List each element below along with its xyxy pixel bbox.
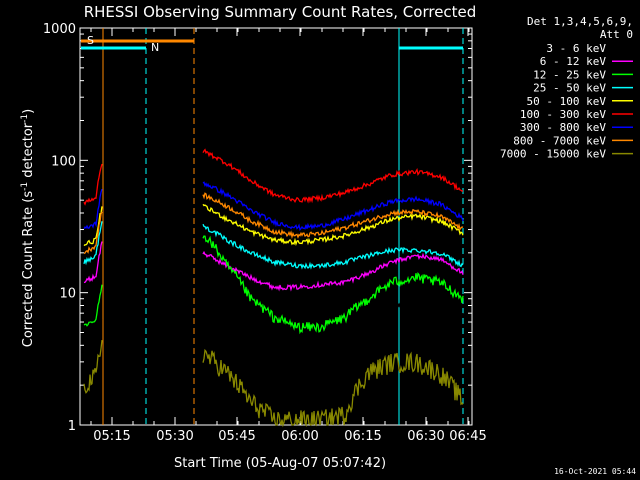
- series-trace-early: [83, 340, 103, 394]
- series-trace-early: [83, 188, 103, 230]
- series-trace: [202, 148, 464, 204]
- series-trace: [202, 250, 464, 292]
- night-flag-label: N: [151, 41, 159, 54]
- x-tick-label: 05:15: [93, 429, 130, 444]
- legend-label: 25 - 50 keV: [533, 82, 606, 95]
- series-trace-early: [83, 221, 103, 266]
- legend-header-line1: Det 1,3,4,5,6,9,: [527, 15, 633, 28]
- series-trace-early: [83, 206, 103, 247]
- series-trace: [202, 235, 464, 335]
- y-tick-label: 10: [59, 287, 76, 302]
- series-trace: [202, 348, 464, 428]
- y-tick-label: 1: [68, 419, 76, 434]
- x-tick-label: 06:15: [344, 429, 381, 444]
- legend-label: 3 - 6 keV: [546, 42, 606, 55]
- y-tick-label: 1000: [43, 22, 76, 37]
- series-trace-early: [83, 284, 103, 327]
- legend-header-line2: Att 0: [600, 28, 633, 41]
- legend-label: 50 - 100 keV: [527, 95, 607, 108]
- y-tick-label: 100: [51, 154, 76, 169]
- series-trace: [202, 181, 464, 232]
- x-tick-label: 05:45: [218, 429, 255, 444]
- series-trace-early: [83, 163, 103, 206]
- y-axis-label: Corrected Count Rate (s-1 detector-1): [20, 109, 36, 347]
- series-trace: [202, 192, 464, 240]
- series-trace: [202, 223, 464, 270]
- series-trace: [202, 203, 464, 247]
- x-tick-label: 05:30: [156, 429, 193, 444]
- chart-title: RHESSI Observing Summary Count Rates, Co…: [84, 3, 477, 21]
- legend-label: 300 - 800 keV: [520, 121, 606, 134]
- legend-label: 6 - 12 keV: [540, 55, 607, 68]
- x-axis-label: Start Time (05-Aug-07 05:07:42): [174, 456, 386, 471]
- saa-flag-label: S: [87, 34, 94, 47]
- series-trace-early: [83, 241, 103, 284]
- legend-label: 12 - 25 keV: [533, 68, 606, 81]
- series-trace-early: [83, 211, 103, 255]
- footer-date: 16-Oct-2021 05:44: [554, 467, 636, 476]
- x-tick-label: 06:30: [407, 429, 444, 444]
- legend-label: 100 - 300 keV: [520, 108, 606, 121]
- plot-area: 1 10 100 1000 05:15 05:30 05:45 06:00 06:15 06:30…: [43, 22, 487, 444]
- legend-label: 7000 - 15000 keV: [500, 148, 606, 161]
- legend-label: 800 - 7000 keV: [513, 134, 606, 147]
- x-tick-label: 06:00: [281, 429, 318, 444]
- series-trace-early: [83, 319, 103, 354]
- series-trace: [202, 281, 464, 359]
- x-tick-label: 06:45: [449, 429, 486, 444]
